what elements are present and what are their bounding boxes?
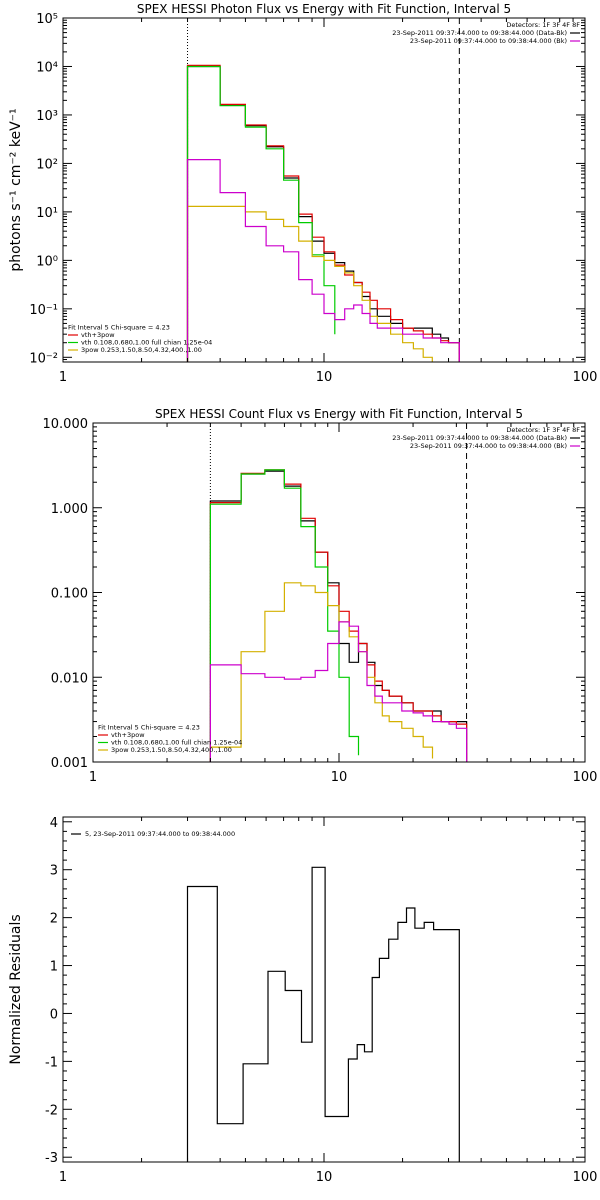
y-tick-label: 10⁻² — [29, 351, 58, 366]
y-tick-label: 1 — [50, 960, 58, 975]
x-tick-label: 10 — [316, 1170, 333, 1185]
plot-frame — [62, 816, 586, 1163]
y-tick-label: 0.010 — [51, 671, 88, 686]
legend-text: 3pow 0.253,1.50,8.50,4.32,400.,1.00 — [81, 346, 202, 354]
series-bk-line — [209, 621, 468, 762]
x-tick-label: 1 — [89, 770, 97, 785]
y-tick-label: -3 — [45, 1151, 58, 1166]
series-3pow-line — [186, 205, 433, 362]
y-tick-label: 10⁴ — [36, 60, 58, 75]
legend-text: 23-Sep-2011 09:37:44.000 to 09:38:44.000… — [392, 434, 567, 442]
legend-text: vth 0.108,0.680,1.00 full chian 1.25e-04 — [81, 339, 212, 347]
chart-panel-3: 1 10 100 -3 -2 -1 0 1 2 3 4 Normalized Residuals 5, … — [8, 816, 597, 1185]
legend-text: vth 0.108,0.680,1.00 full chian 1.25e-04 — [111, 739, 242, 747]
y-tick-label: 0 — [50, 1007, 58, 1022]
legend-text: Fit Interval 5 Chi-square = 4.23 — [98, 724, 200, 732]
y-axis-label: photons s⁻¹ cm⁻² keV⁻¹ — [8, 108, 24, 271]
legend-text: 23-Sep-2011 09:37:44.000 to 09:38:44.000… — [410, 442, 567, 450]
legend-text: Detectors: 1F 3F 4F 8F — [506, 426, 580, 434]
series-data-bk-line — [186, 65, 460, 362]
series-vth-line — [186, 65, 336, 362]
legend-text: 3pow 0.253,1.50,8.50,4.32,400.,1.00 — [111, 746, 232, 754]
x-tick-label: 1 — [59, 370, 67, 385]
chart-panel-2: SPEX HESSI Count Flux vs Energy with Fit… — [43, 407, 598, 785]
y-tick-label: 1.000 — [51, 502, 88, 517]
y-tick-label: 3 — [50, 864, 58, 879]
x-tick-label: 100 — [573, 1170, 598, 1185]
x-tick-label: 10 — [316, 370, 333, 385]
x-tick-label: 100 — [573, 370, 598, 385]
y-tick-label: 0.100 — [51, 587, 88, 602]
x-tick-label: 1 — [59, 1170, 67, 1185]
x-tick-label: 10 — [331, 770, 348, 785]
chart-title: SPEX HESSI Count Flux vs Energy with Fit… — [155, 407, 523, 421]
x-tick-label: 100 — [573, 770, 598, 785]
y-tick-label: -1 — [45, 1055, 58, 1070]
chart-title: SPEX HESSI Photon Flux vs Energy with Fi… — [137, 2, 511, 16]
legend-text: vth+3pow — [111, 731, 145, 739]
series-bk-line — [186, 159, 460, 362]
legend-text: vth+3pow — [81, 331, 115, 339]
y-tick-label: 10⁵ — [36, 12, 58, 27]
legend-text: 23-Sep-2011 09:37:44.000 to 09:38:44.000… — [410, 37, 567, 45]
plot-area — [209, 423, 468, 762]
series-vth-line — [209, 469, 360, 762]
y-tick-label: 10² — [36, 157, 58, 172]
y-tick-label: 10⁰ — [36, 254, 58, 269]
y-tick-label: -2 — [45, 1103, 58, 1118]
y-tick-label: 10⁻¹ — [29, 303, 58, 318]
plot-area — [186, 866, 460, 1162]
y-tick-label: 10¹ — [36, 206, 58, 221]
series-residuals-line — [186, 866, 460, 1162]
y-axis-label: Normalized Residuals — [8, 914, 24, 1064]
y-tick-label: 10.000 — [43, 417, 89, 432]
legend-text: Fit Interval 5 Chi-square = 4.23 — [68, 324, 170, 332]
y-tick-label: 4 — [50, 816, 58, 831]
series-vth-3pow-line — [186, 64, 460, 362]
plot-area — [186, 18, 460, 362]
series-3pow-line — [209, 582, 434, 762]
chart-panel-1: SPEX HESSI Photon Flux vs Energy with Fi… — [8, 2, 597, 385]
y-tick-label: 10³ — [36, 109, 58, 124]
y-tick-label: 2 — [50, 912, 58, 927]
legend-text: 5, 23-Sep-2011 09:37:44.000 to 09:38:44.… — [85, 830, 235, 838]
y-tick-label: 0.001 — [51, 756, 88, 771]
legend-text: Detectors: 1F 3F 4F 8F — [506, 21, 580, 29]
legend-text: 23-Sep-2011 09:37:44.000 to 09:38:44.000… — [392, 29, 567, 37]
